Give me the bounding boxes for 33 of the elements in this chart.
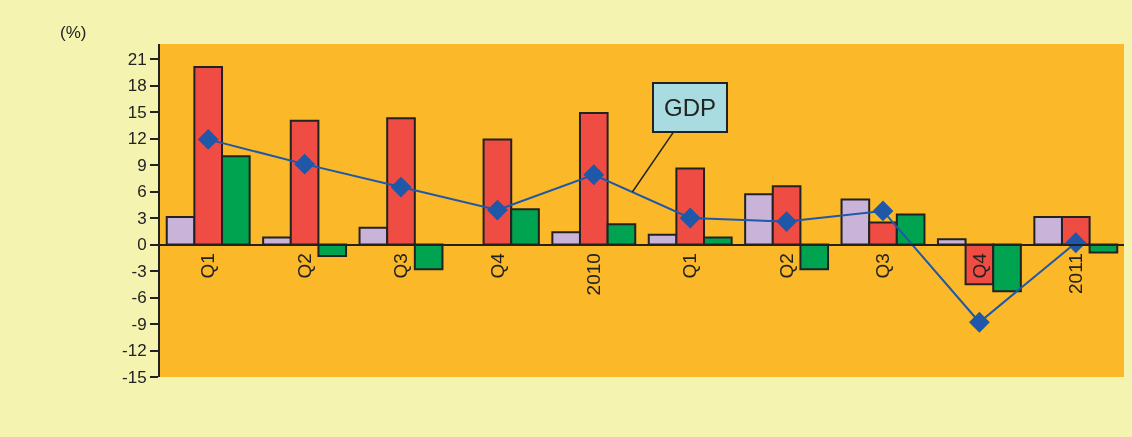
x-tick-label: 2011 bbox=[1064, 253, 1086, 294]
x-tick-label: Q1 bbox=[197, 253, 219, 279]
point bbox=[583, 164, 605, 186]
x-tick-label: Q2 bbox=[293, 253, 315, 279]
x-tick-label: Q2 bbox=[775, 253, 797, 279]
y-tick-label: 12 bbox=[127, 129, 147, 149]
y-tick-label: 15 bbox=[127, 102, 147, 122]
y-tick-label: 3 bbox=[137, 208, 147, 228]
x-tick-label: Q4 bbox=[968, 252, 990, 279]
y-tick-label: 9 bbox=[137, 155, 147, 175]
y-tick-label: 21 bbox=[127, 49, 147, 69]
point bbox=[872, 200, 894, 222]
point bbox=[294, 153, 315, 175]
y-axis-title: (%) bbox=[60, 23, 87, 42]
y-tick-label: -15 bbox=[122, 367, 147, 387]
y-tick-label: -12 bbox=[122, 341, 147, 361]
x-tick-label: Q3 bbox=[872, 253, 894, 279]
y-tick-label: -6 bbox=[131, 288, 147, 308]
x-tick-label: 2010 bbox=[582, 253, 604, 296]
point bbox=[390, 176, 412, 198]
y-tick-label: -3 bbox=[131, 261, 147, 281]
x-tick-label: Q4 bbox=[486, 252, 508, 279]
point bbox=[679, 207, 701, 229]
point bbox=[197, 129, 219, 150]
x-tick-label: Q3 bbox=[390, 253, 412, 279]
point bbox=[487, 199, 508, 221]
x-tick-label: Q1 bbox=[679, 253, 701, 279]
text: GDP bbox=[664, 94, 717, 121]
point bbox=[969, 311, 990, 333]
y-tick-label: 6 bbox=[137, 182, 147, 202]
y-tick-label: -9 bbox=[131, 314, 147, 334]
y-tick-label: 18 bbox=[127, 76, 147, 96]
y-tick-label: 0 bbox=[137, 235, 147, 255]
